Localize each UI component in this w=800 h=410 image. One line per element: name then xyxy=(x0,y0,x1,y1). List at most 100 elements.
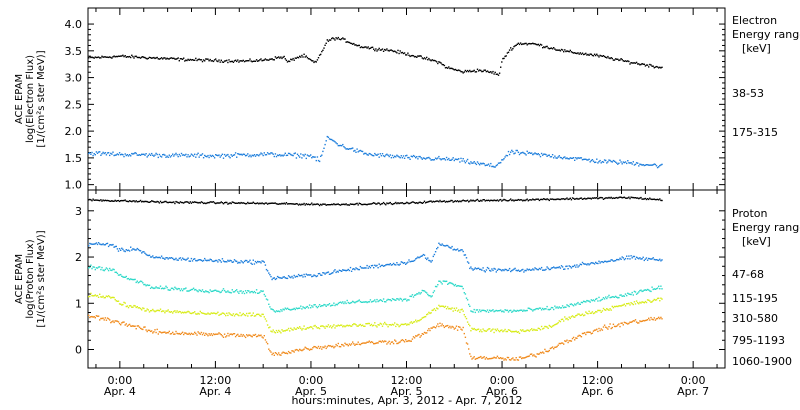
data-point xyxy=(237,314,239,316)
data-point xyxy=(409,158,411,160)
data-point xyxy=(470,266,472,268)
data-point xyxy=(486,164,489,166)
data-point xyxy=(610,296,612,299)
proton-legend: Proton Energy ranges [keV] 47-68 115-195… xyxy=(732,207,800,368)
data-point xyxy=(300,204,302,206)
data-point xyxy=(493,356,495,358)
data-point xyxy=(323,147,325,149)
data-point xyxy=(646,198,649,200)
data-point xyxy=(306,203,309,206)
data-point xyxy=(165,200,167,203)
data-point xyxy=(607,260,609,263)
data-point xyxy=(168,154,170,156)
data-point xyxy=(599,329,601,332)
data-point xyxy=(524,357,526,359)
data-point xyxy=(187,310,189,313)
data-point xyxy=(221,335,224,337)
data-point xyxy=(232,333,235,335)
data-point xyxy=(104,56,106,58)
data-point xyxy=(272,352,274,354)
data-point xyxy=(253,154,256,156)
data-point xyxy=(504,156,506,158)
data-point xyxy=(626,197,628,199)
data-point xyxy=(650,301,652,303)
data-point xyxy=(266,270,269,272)
data-point xyxy=(389,343,391,345)
data-point xyxy=(348,302,351,305)
data-point xyxy=(468,201,470,203)
data-point xyxy=(144,310,146,312)
data-point xyxy=(175,330,177,333)
data-point xyxy=(476,68,479,70)
data-point xyxy=(513,331,515,333)
data-point xyxy=(384,340,386,342)
data-point xyxy=(633,62,636,64)
data-point xyxy=(633,301,636,303)
data-point xyxy=(516,199,518,201)
data-point xyxy=(89,152,91,154)
data-point xyxy=(634,62,637,64)
data-point xyxy=(580,263,583,266)
data-point xyxy=(265,154,268,156)
data-point xyxy=(596,311,598,313)
data-point xyxy=(336,270,338,273)
data-point xyxy=(639,289,641,292)
data-point xyxy=(263,203,265,205)
data-point xyxy=(398,264,400,266)
y-tick-label: 1.0 xyxy=(65,179,83,192)
data-point xyxy=(159,57,162,60)
data-point xyxy=(212,155,215,157)
data-point xyxy=(390,324,393,326)
data-point xyxy=(531,328,533,330)
data-point xyxy=(93,266,95,268)
data-point xyxy=(217,202,219,204)
data-point xyxy=(180,332,183,335)
data-point xyxy=(522,329,524,331)
data-point xyxy=(508,309,511,312)
data-point xyxy=(551,48,554,50)
data-point xyxy=(379,153,381,155)
data-point xyxy=(391,298,394,300)
data-point xyxy=(466,199,469,202)
data-point xyxy=(505,55,507,57)
data-point xyxy=(560,318,563,321)
data-point xyxy=(571,315,574,317)
data-point xyxy=(367,154,369,156)
data-point xyxy=(317,57,320,59)
data-point xyxy=(381,202,384,205)
data-point xyxy=(366,341,368,343)
data-point xyxy=(260,315,262,317)
data-point xyxy=(336,304,338,306)
data-point xyxy=(466,69,469,72)
data-point xyxy=(407,156,409,159)
data-point xyxy=(652,288,654,291)
data-point xyxy=(386,48,388,50)
data-point xyxy=(661,288,663,290)
data-point xyxy=(549,47,552,50)
data-point xyxy=(186,201,188,203)
data-point xyxy=(461,249,463,251)
data-point xyxy=(149,201,152,203)
data-point xyxy=(539,43,542,46)
data-point xyxy=(398,156,400,158)
x-axis-title: hours:minutes, Apr. 3, 2012 - Apr. 7, 20… xyxy=(291,394,522,407)
data-point xyxy=(310,307,312,309)
data-point xyxy=(103,269,105,272)
data-point xyxy=(126,249,129,252)
data-point xyxy=(656,198,659,201)
data-point xyxy=(147,57,149,60)
data-point xyxy=(324,143,326,146)
data-point xyxy=(90,153,92,155)
data-point xyxy=(547,47,549,49)
data-point xyxy=(451,199,453,202)
data-point xyxy=(538,307,541,309)
y-tick-label: 2.0 xyxy=(65,125,83,138)
data-point xyxy=(278,154,280,157)
data-point xyxy=(299,326,301,328)
data-point xyxy=(542,154,544,156)
data-point xyxy=(102,295,104,297)
data-point xyxy=(377,153,379,155)
data-point xyxy=(566,157,568,159)
data-point xyxy=(612,306,615,309)
data-point xyxy=(456,329,459,331)
